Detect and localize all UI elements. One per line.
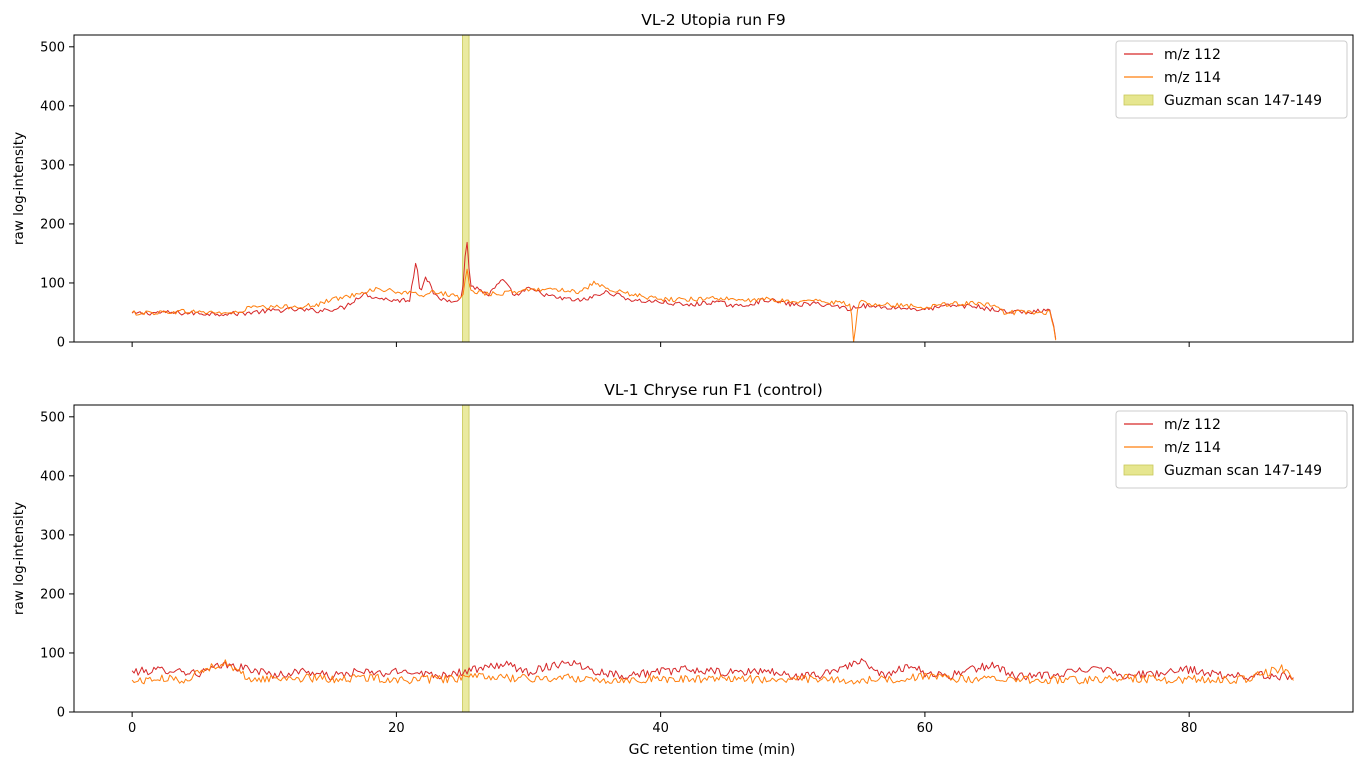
y-tick-label: 100 — [40, 276, 65, 291]
x-tick-label: 80 — [1181, 721, 1198, 736]
legend-label: Guzman scan 147-149 — [1164, 463, 1322, 479]
series-group — [131, 658, 1294, 685]
x-tick-label: 0 — [128, 721, 136, 736]
x-tick-label: 40 — [652, 721, 669, 736]
x-tick-label: 60 — [917, 721, 934, 736]
series-line-m-z-112 — [131, 658, 1294, 681]
chart-title: VL-2 Utopia run F9 — [641, 11, 786, 29]
legend-box — [1115, 40, 1348, 119]
legend: m/z 112 m/z 114 Guzman scan 147-149 — [1115, 410, 1348, 489]
legend: m/z 112 m/z 114 Guzman scan 147-149 — [1115, 40, 1348, 119]
y-tick-label: 400 — [40, 469, 65, 484]
chart-title: VL-1 Chryse run F1 (control) — [604, 381, 823, 399]
series-line-m-z-114 — [131, 268, 1057, 342]
highlight-band — [462, 404, 470, 713]
x-axis-label: GC retention time (min) — [629, 742, 796, 758]
y-tick-label: 200 — [40, 217, 65, 232]
plot-frame — [73, 404, 1354, 713]
y-tick-label: 400 — [40, 99, 65, 114]
y-tick-label: 500 — [40, 410, 65, 425]
y-axis-label: raw log-intensity — [11, 132, 27, 245]
panel-2: 0 20 40 60 80 0 100 200 300 400 500 VL-1 Chryse run… — [11, 381, 1354, 736]
legend-label: Guzman scan 147-149 — [1164, 93, 1322, 109]
panel-1: 0 100 200 300 400 500 VL-2 Utopia run F9 raw lo… — [11, 11, 1354, 351]
legend-label: m/z 112 — [1164, 417, 1221, 433]
series-line-m-z-112 — [131, 241, 1057, 340]
legend-swatch-band — [1123, 94, 1154, 106]
y-tick-label: 100 — [40, 646, 65, 661]
y-tick-label: 0 — [57, 336, 65, 351]
y-tick-label: 300 — [40, 158, 65, 173]
legend-label: m/z 114 — [1164, 440, 1221, 456]
y-tick-label: 200 — [40, 587, 65, 602]
y-tick-label: 500 — [40, 40, 65, 55]
legend-label: m/z 114 — [1164, 70, 1221, 86]
plot-frame — [73, 34, 1354, 343]
series-line-m-z-114 — [131, 659, 1294, 685]
y-tick-label: 0 — [57, 706, 65, 721]
x-tick-label: 20 — [388, 721, 405, 736]
y-tick-label: 300 — [40, 528, 65, 543]
legend-label: m/z 112 — [1164, 47, 1221, 63]
legend-box — [1115, 410, 1348, 489]
legend-swatch-band — [1123, 464, 1154, 476]
y-axis-label: raw log-intensity — [11, 502, 27, 615]
highlight-band — [462, 34, 470, 343]
series-group — [131, 241, 1057, 342]
